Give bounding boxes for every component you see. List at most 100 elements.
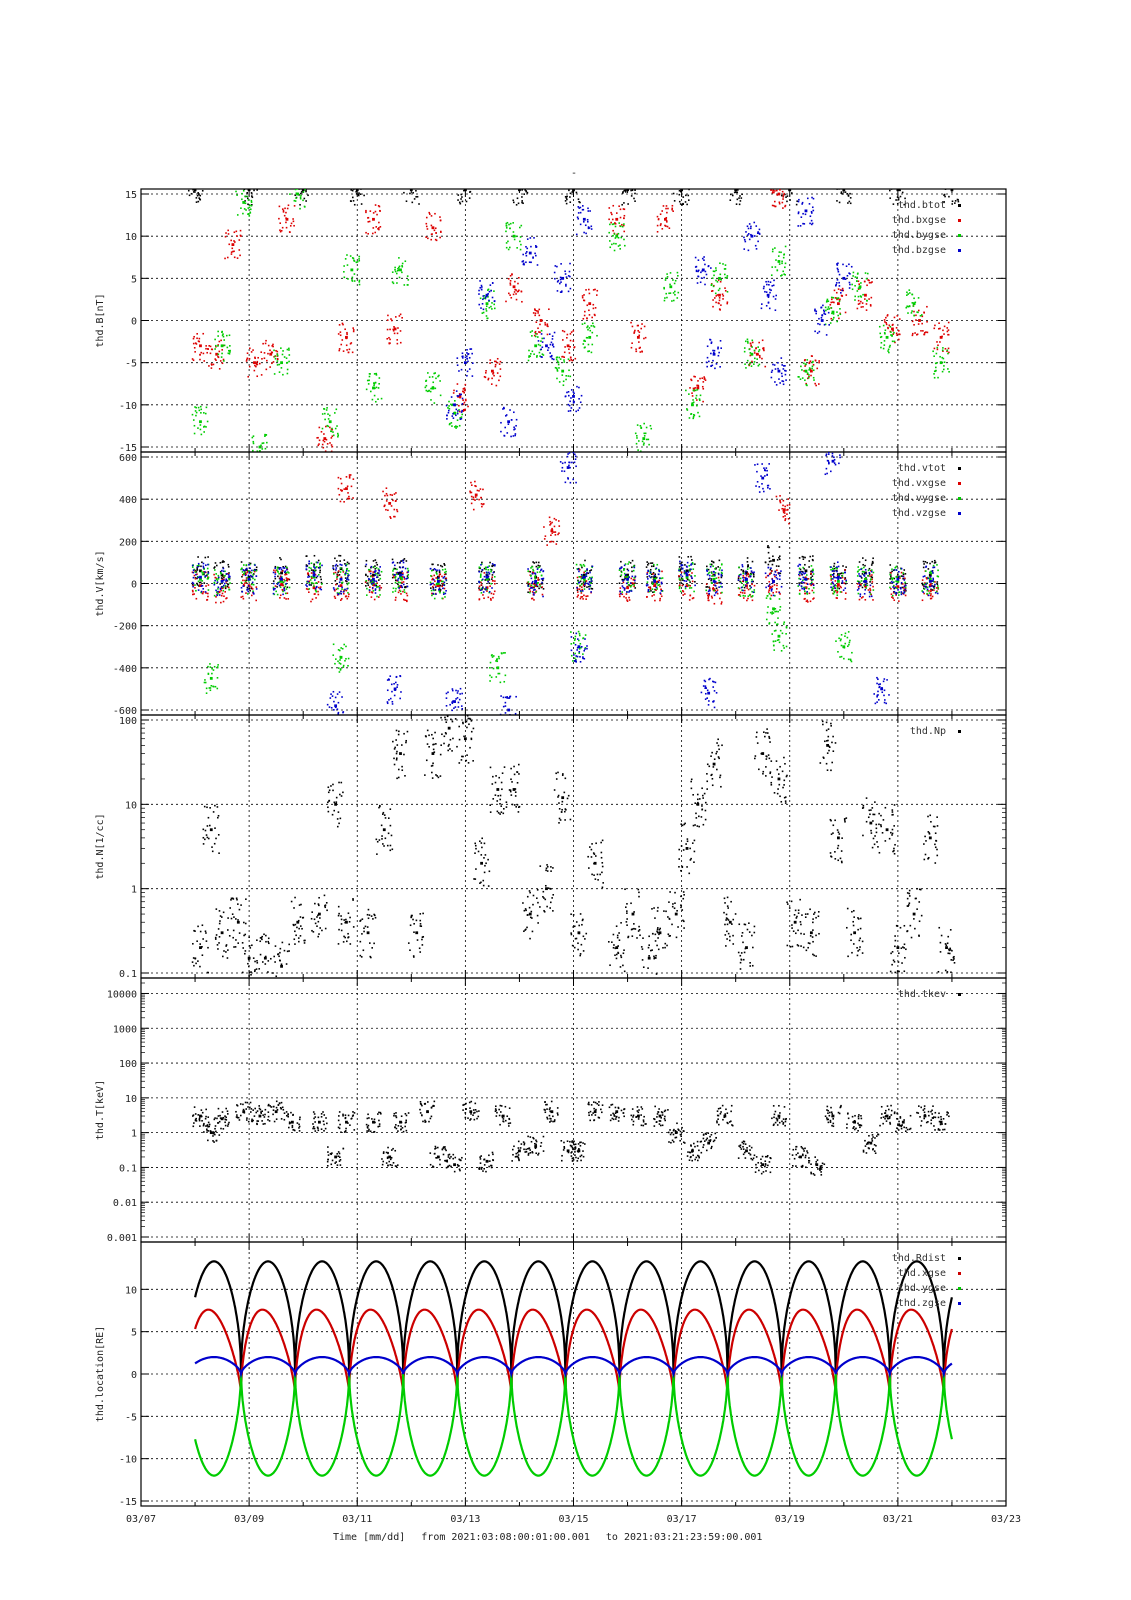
data-point bbox=[615, 234, 619, 238]
data-point bbox=[840, 292, 842, 294]
data-point bbox=[373, 384, 375, 387]
data-point bbox=[306, 179, 308, 181]
data-point bbox=[804, 563, 806, 566]
data-point bbox=[903, 589, 905, 592]
data-point bbox=[778, 263, 781, 265]
data-point bbox=[582, 653, 584, 655]
data-point bbox=[549, 541, 551, 543]
data-point bbox=[957, 200, 960, 203]
data-point bbox=[803, 362, 805, 365]
data-point bbox=[227, 349, 230, 352]
data-point bbox=[290, 222, 293, 225]
data-point bbox=[782, 509, 785, 512]
data-point bbox=[518, 289, 520, 292]
data-point bbox=[207, 573, 209, 576]
data-point bbox=[341, 489, 343, 492]
data-point bbox=[462, 408, 465, 411]
data-point bbox=[342, 664, 345, 667]
data-point bbox=[244, 582, 246, 584]
data-point bbox=[199, 428, 202, 431]
data-point bbox=[550, 355, 552, 358]
data-point bbox=[742, 572, 745, 575]
data-point bbox=[224, 570, 226, 573]
data-point bbox=[770, 594, 773, 597]
data-point bbox=[252, 573, 255, 575]
data-point bbox=[204, 571, 206, 573]
data-point bbox=[196, 333, 198, 335]
data-point bbox=[389, 517, 392, 519]
data-point bbox=[836, 311, 838, 313]
data-point bbox=[468, 356, 471, 359]
data-point bbox=[712, 573, 716, 577]
data-point bbox=[946, 349, 949, 352]
data-point bbox=[773, 279, 775, 282]
data-point bbox=[487, 296, 489, 298]
data-point bbox=[246, 197, 249, 200]
data-point bbox=[896, 585, 899, 588]
data-point bbox=[664, 297, 666, 299]
data-point bbox=[195, 178, 197, 180]
data-point bbox=[526, 180, 528, 182]
data-point bbox=[255, 363, 258, 366]
data-point bbox=[480, 592, 483, 594]
data-point bbox=[373, 394, 376, 397]
data-point bbox=[242, 212, 244, 215]
data-point bbox=[483, 294, 486, 297]
data-point bbox=[785, 379, 787, 381]
data-point bbox=[472, 496, 475, 499]
data-point bbox=[499, 375, 502, 378]
data-point bbox=[717, 302, 720, 304]
data-point bbox=[208, 365, 210, 367]
data-point bbox=[512, 293, 515, 296]
data-point bbox=[653, 594, 655, 596]
data-point bbox=[574, 357, 577, 360]
data-point bbox=[513, 428, 515, 431]
data-point bbox=[890, 576, 892, 578]
data-point bbox=[339, 668, 342, 670]
data-point bbox=[869, 575, 871, 577]
data-point bbox=[623, 189, 625, 192]
data-point bbox=[369, 570, 372, 573]
data-point bbox=[280, 347, 282, 349]
data-point bbox=[764, 561, 767, 563]
data-point bbox=[775, 565, 778, 567]
data-point bbox=[651, 581, 653, 583]
data-point bbox=[623, 208, 626, 211]
data-point bbox=[456, 364, 459, 367]
data-point bbox=[590, 578, 592, 581]
data-point bbox=[561, 374, 564, 376]
data-point bbox=[592, 303, 595, 306]
data-point bbox=[791, 192, 793, 194]
data-point bbox=[197, 192, 199, 194]
data-point bbox=[373, 570, 376, 573]
data-point bbox=[196, 568, 198, 570]
data-point bbox=[832, 585, 835, 588]
data-point bbox=[452, 412, 454, 415]
data-point bbox=[196, 565, 199, 567]
data-point bbox=[811, 589, 814, 592]
data-point bbox=[350, 200, 352, 203]
data-point bbox=[656, 580, 658, 583]
data-point bbox=[643, 442, 645, 445]
data-point bbox=[584, 579, 586, 582]
data-point bbox=[577, 206, 580, 208]
data-point bbox=[217, 330, 219, 333]
data-point bbox=[346, 264, 349, 266]
data-point bbox=[228, 578, 231, 581]
data-point bbox=[865, 309, 868, 311]
data-point bbox=[445, 570, 447, 573]
data-point bbox=[360, 189, 362, 190]
data-point bbox=[391, 319, 393, 322]
data-point bbox=[293, 205, 296, 207]
data-point bbox=[332, 565, 334, 567]
data-point bbox=[393, 576, 395, 579]
data-point bbox=[674, 293, 676, 296]
data-point bbox=[509, 280, 512, 282]
data-point bbox=[395, 572, 398, 574]
data-point bbox=[310, 584, 312, 586]
data-point bbox=[551, 335, 554, 337]
data-point bbox=[531, 597, 534, 600]
data-point bbox=[631, 325, 634, 328]
data-point bbox=[467, 405, 469, 408]
data-point bbox=[432, 563, 434, 566]
